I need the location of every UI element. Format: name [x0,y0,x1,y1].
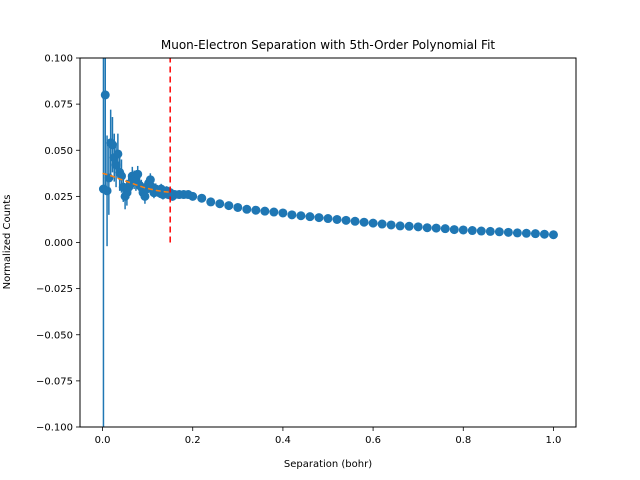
y-tick-label: −0.025 [36,284,73,295]
data-point [449,225,459,235]
fit-line [102,172,171,194]
x-axis: 0.0 0.2 0.4 0.6 0.8 1.0 [95,427,562,446]
data-point [215,199,225,209]
data-point [386,220,396,230]
data-point [539,229,549,239]
data-point [107,140,117,150]
data-point [440,224,450,234]
fit-layer [102,172,171,194]
data-point [197,193,207,203]
data-point [431,223,441,233]
data-point [251,205,261,215]
data-point [521,228,531,238]
data-point [111,160,121,170]
data-point [332,214,342,224]
data-point [368,218,378,228]
data-point [224,201,234,211]
data-point [341,215,351,225]
y-tick-label: 0.025 [44,192,73,203]
x-tick-label: 0.6 [365,435,381,446]
data-point [530,229,540,239]
y-tick-label: −0.075 [36,376,73,387]
data-point [314,213,324,223]
data-point [145,175,155,185]
data-point [188,191,198,201]
x-axis-label: Separation (bohr) [284,459,372,470]
data-point [377,219,387,229]
data-point [494,227,504,237]
x-tick-label: 1.0 [546,435,562,446]
data-point [404,221,414,231]
data-point [206,197,216,207]
chart-title: Muon-Electron Separation with 5th-Order … [161,38,496,52]
x-tick-label: 0.8 [455,435,471,446]
data-point [100,90,110,100]
data-point [287,210,297,220]
data-point [242,204,252,214]
x-tick-label: 0.0 [95,435,111,446]
data-point [102,186,112,196]
y-axis-label: Normalized Counts [2,195,13,290]
data-point [467,226,477,236]
y-tick-label: 0.100 [44,54,73,65]
data-point [359,217,369,227]
x-tick-label: 0.2 [185,435,201,446]
data-point [323,214,333,224]
data-point [485,226,495,236]
data-point [260,206,270,216]
data-point [512,228,522,238]
y-tick-label: −0.100 [36,423,73,434]
data-point [296,211,306,221]
data-point [140,191,150,201]
y-tick-label: 0.000 [44,238,73,249]
data-point [269,207,279,217]
data-point [422,223,432,233]
data-point [233,202,243,212]
data-point [503,227,513,237]
data-point [458,225,468,235]
data-point [395,221,405,231]
data-point [305,212,315,222]
data-point [113,149,123,159]
y-tick-label: 0.050 [44,146,73,157]
data-point [548,230,558,240]
data-point [133,169,143,179]
x-tick-label: 0.4 [275,435,291,446]
plot-area [80,58,576,427]
data-point [278,208,288,218]
y-tick-label: −0.050 [36,330,73,341]
data-point [413,222,423,232]
data-point [476,226,486,236]
y-tick-label: 0.075 [44,100,73,111]
y-axis: −0.100 −0.075 −0.050 −0.025 0.000 0.025 0.050 0… [36,54,80,434]
data-point [350,216,360,226]
